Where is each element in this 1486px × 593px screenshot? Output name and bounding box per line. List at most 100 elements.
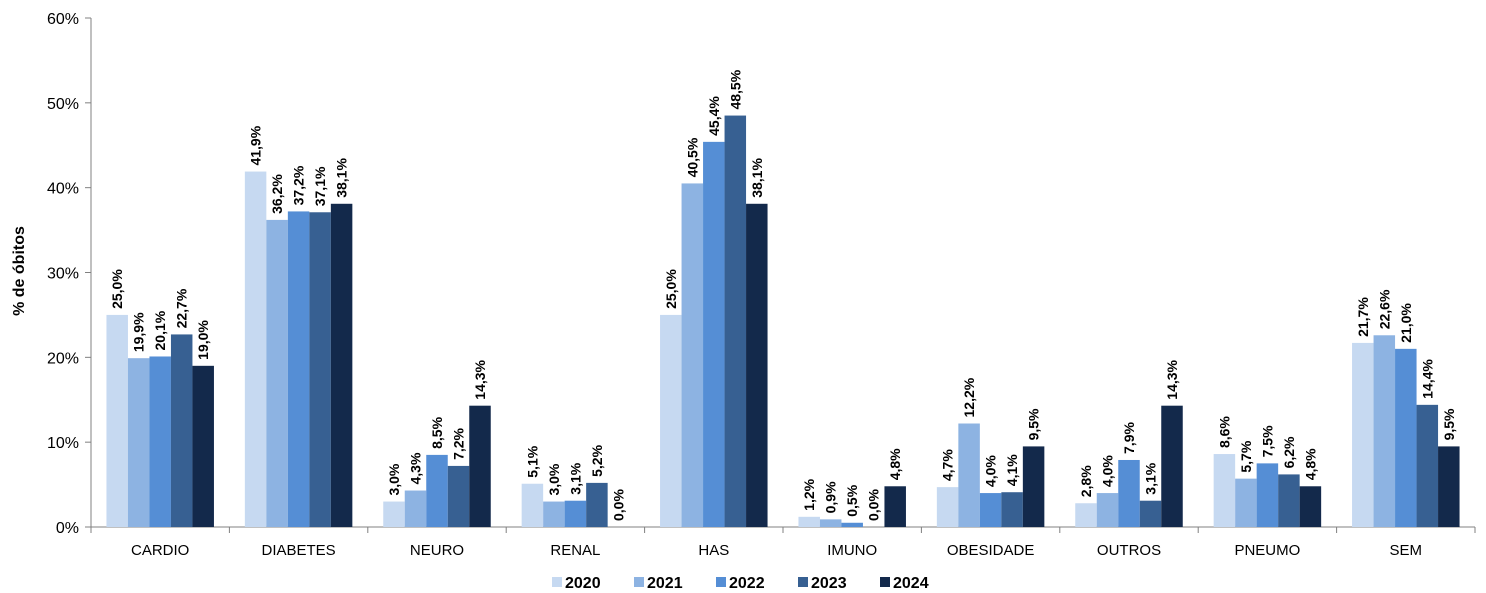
bar (244, 171, 267, 527)
category-label: OBESIDADE (947, 542, 1035, 559)
category-label: IMUNO (827, 542, 877, 559)
y-tick-label: 0% (56, 520, 79, 537)
bar (1022, 446, 1045, 527)
data-label: 45,4% (706, 96, 722, 136)
data-label: 21,0% (1398, 303, 1414, 343)
y-tick-label: 50% (47, 96, 79, 113)
y-axis-label: % de óbitos (11, 226, 28, 316)
category-label: DIABETES (262, 542, 336, 559)
data-label: 22,6% (1376, 289, 1392, 329)
bar (1161, 405, 1183, 527)
data-label: 7,9% (1121, 422, 1137, 454)
bars (106, 115, 1460, 528)
bar (746, 203, 768, 527)
bar (1075, 503, 1097, 527)
bar (1352, 342, 1374, 527)
category-label: SEM (1390, 542, 1423, 559)
bar (724, 115, 747, 527)
y-tick-label: 30% (47, 266, 79, 283)
legend-swatch (880, 577, 890, 587)
legend-swatch (552, 577, 562, 587)
data-label: 4,1% (1004, 454, 1020, 486)
bar (1395, 348, 1417, 527)
bar (564, 500, 587, 527)
bar (149, 356, 171, 527)
x-axis: CARDIO DIABETES NEURO RENAL HAS IMUNO OBESIDAD… (90, 526, 1476, 559)
data-label: 37,2% (291, 165, 307, 205)
legend-label: 2020 (565, 575, 601, 592)
data-label: 4,8% (1302, 448, 1318, 480)
bar (1256, 463, 1279, 527)
data-label: 1,2% (801, 478, 817, 510)
category-label: RENAL (550, 542, 600, 559)
data-label: 41,9% (248, 125, 264, 165)
y-tick-label: 20% (47, 350, 79, 367)
data-label: 0,9% (823, 481, 839, 513)
bar (426, 454, 448, 527)
bar (521, 483, 544, 527)
bar (170, 334, 193, 527)
bar (287, 211, 310, 528)
legend-label: 2021 (647, 575, 683, 592)
data-label: 4,7% (940, 449, 956, 481)
data-label: 22,7% (174, 288, 190, 328)
data-label: 3,0% (386, 463, 402, 495)
bar (469, 405, 491, 527)
data-label: 38,1% (749, 158, 765, 198)
legend: 2020 2021 2022 2023 2024 (552, 575, 929, 592)
category-label: PNEUMO (1234, 542, 1300, 559)
bar (1001, 492, 1023, 527)
data-label: 8,6% (1216, 416, 1232, 448)
data-label: 5,7% (1238, 440, 1254, 472)
data-label: 37,1% (312, 166, 328, 206)
data-label: 3,0% (546, 463, 562, 495)
data-label: 4,3% (408, 452, 424, 484)
bar (404, 490, 427, 527)
legend-swatch (716, 577, 726, 587)
bar (266, 219, 288, 528)
bar (958, 423, 980, 527)
data-label: 3,1% (567, 462, 583, 494)
data-label: 4,8% (887, 448, 903, 480)
legend-label: 2023 (811, 575, 847, 592)
bar (543, 501, 565, 527)
legend-swatch (634, 577, 644, 587)
y-tick-label: 60% (47, 11, 79, 28)
bar (106, 314, 128, 527)
bar (192, 365, 214, 527)
bar (1139, 500, 1162, 527)
data-label: 4,0% (1100, 455, 1116, 487)
data-label: 14,3% (472, 359, 488, 399)
bar (681, 183, 704, 528)
data-label: 5,2% (589, 444, 605, 476)
bar (127, 358, 150, 527)
data-label: 4,0% (983, 455, 999, 487)
bar (819, 519, 842, 527)
legend-swatch (798, 577, 808, 587)
bar (884, 486, 906, 527)
data-labels: 25,0% 19,9% 20,1% 22,7% 19,0% 41,9% 36,2% 37,2%… (109, 69, 1457, 521)
legend-label: 2024 (893, 575, 929, 592)
data-label: 2,8% (1078, 465, 1094, 497)
category-label: OUTROS (1097, 542, 1161, 559)
data-label: 0,0% (866, 489, 882, 521)
data-label: 14,4% (1419, 359, 1435, 399)
bar (309, 212, 331, 528)
bar (703, 141, 725, 527)
data-label: 12,2% (961, 377, 977, 417)
data-label: 9,5% (1026, 408, 1042, 440)
data-label: 5,1% (524, 445, 540, 477)
data-label: 3,1% (1143, 462, 1159, 494)
bar (447, 465, 470, 527)
category-label: NEURO (410, 542, 464, 559)
bar (1373, 335, 1396, 527)
data-label: 19,0% (195, 320, 211, 360)
data-label: 9,5% (1441, 408, 1457, 440)
y-tick-label: 40% (47, 181, 79, 198)
bar (1213, 454, 1236, 527)
y-tick-label: 10% (47, 435, 79, 452)
bar (383, 501, 405, 527)
category-label: CARDIO (131, 542, 189, 559)
data-label: 7,2% (451, 427, 467, 459)
data-label: 25,0% (109, 269, 125, 309)
